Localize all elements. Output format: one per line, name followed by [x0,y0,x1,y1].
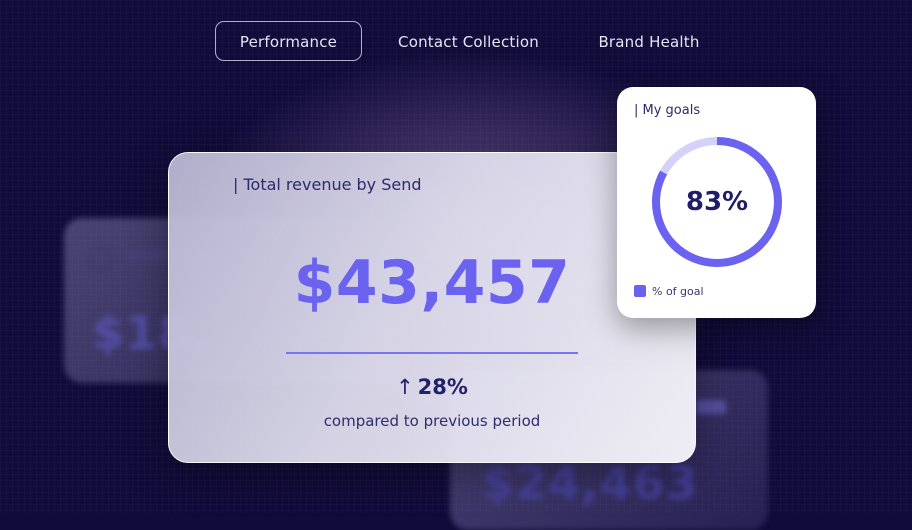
goal-percent: 83% [685,187,749,217]
divider [286,352,578,354]
background-card-title-placeholder [126,250,206,260]
revenue-value: $43,457 [293,248,571,318]
revenue-card-title: | Total revenue by Send [233,175,422,194]
tab-bar: Performance Contact Collection Brand Hea… [0,21,912,63]
legend-label: % of goal [652,285,704,298]
donut-progress [652,137,782,267]
revenue-change-value: 28% [417,375,468,399]
goals-card: | My goals 83% % of goal [617,87,816,318]
goal-donut-chart [652,137,782,267]
tab-performance[interactable]: Performance [215,21,362,61]
background-card-value: $24,463 [482,456,699,510]
background-card-badge [696,400,726,414]
tab-contact-collection[interactable]: Contact Collection [398,33,539,51]
arrow-up-icon: ↑ [396,375,414,399]
revenue-change: ↑ 28% [169,375,695,399]
goals-card-title: | My goals [634,103,701,118]
revenue-card: | Total revenue by Send $43,457 ↑ 28% com… [168,152,696,463]
background-card-icon [90,248,112,270]
tab-brand-health[interactable]: Brand Health [598,33,700,51]
revenue-comparison-text: compared to previous period [323,412,541,430]
goal-legend: % of goal [634,285,704,298]
legend-swatch [634,285,646,297]
